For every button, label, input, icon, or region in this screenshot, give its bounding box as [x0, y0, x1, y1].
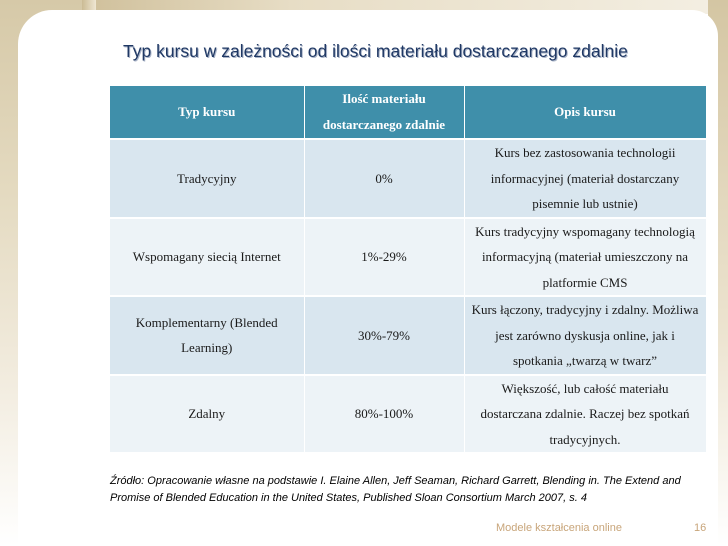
table-header-row: Typ kursu Ilość materiału dostarczanego …: [110, 86, 707, 139]
header-course-type: Typ kursu: [110, 86, 305, 139]
cell-description: Kurs tradycyjny wspomagany technologią i…: [464, 216, 707, 296]
slide-title: Typ kursu w zależności od ilości materia…: [123, 41, 628, 61]
cell-remote-share: 1%-29%: [304, 216, 465, 296]
cell-remote-share: 80%-100%: [304, 373, 465, 452]
table-row: Wspomagany siecią Internet 1%-29% Kurs t…: [110, 216, 707, 296]
cell-course-type: Komplementarny (Blended Learning): [110, 295, 305, 375]
header-course-description: Opis kursu: [464, 86, 707, 139]
cell-course-type: Tradycyjny: [110, 138, 305, 218]
footer-label: Modele kształcenia online: [496, 522, 622, 534]
page-number: 16: [694, 522, 707, 534]
table-row: Tradycyjny 0% Kurs bez zastosowania tech…: [110, 138, 707, 218]
table-row: Zdalny 80%-100% Większość, lub całość ma…: [110, 373, 707, 452]
course-types-table: Typ kursu Ilość materiału dostarczanego …: [110, 86, 707, 452]
cell-description: Większość, lub całość materiału dostarcz…: [464, 373, 707, 452]
header-remote-material: Ilość materiału dostarczanego zdalnie: [304, 86, 465, 139]
cell-course-type: Wspomagany siecią Internet: [110, 216, 305, 296]
cell-course-type: Zdalny: [110, 373, 305, 452]
cell-remote-share: 30%-79%: [304, 295, 465, 375]
source-citation: Źródło: Opracowanie własne na podstawie …: [110, 475, 681, 504]
cell-description: Kurs bez zastosowania technologii inform…: [464, 138, 707, 218]
table-row: Komplementarny (Blended Learning) 30%-79…: [110, 295, 707, 375]
cell-remote-share: 0%: [304, 138, 465, 218]
cell-description: Kurs łączony, tradycyjny i zdalny. Możli…: [464, 295, 707, 375]
